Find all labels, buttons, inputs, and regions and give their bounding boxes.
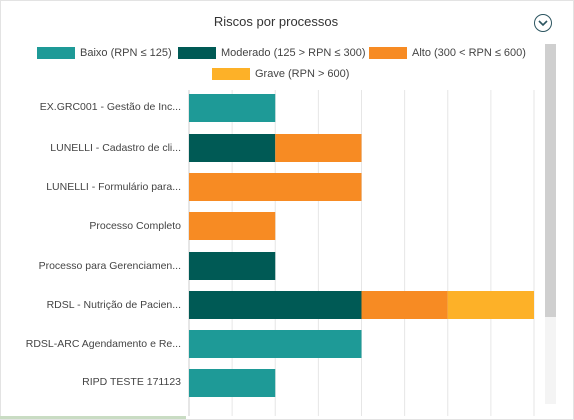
category-label: Processo para Gerenciamen... <box>38 260 181 272</box>
bar-segment[interactable] <box>189 212 276 240</box>
bar-segment[interactable] <box>275 134 362 162</box>
legend-swatch <box>37 47 75 59</box>
category-label: RDSL - Nutrição de Pacien... <box>46 299 181 311</box>
legend-label: Baixo (RPN ≤ 125) <box>80 47 172 59</box>
legend-item-baixo[interactable]: Baixo (RPN ≤ 125) <box>37 47 172 59</box>
category-label: Processo Completo <box>89 220 181 232</box>
bar-segment[interactable] <box>189 252 276 280</box>
bar-segment[interactable] <box>189 134 276 162</box>
chart-title: Riscos por processos <box>213 14 339 29</box>
legend-label: Alto (300 < RPN ≤ 600) <box>412 47 526 59</box>
bar-segment[interactable] <box>447 291 534 319</box>
legend-swatch <box>369 47 407 59</box>
legend-swatch <box>212 68 250 80</box>
legend-item-alto[interactable]: Alto (300 < RPN ≤ 600) <box>369 47 526 59</box>
bar-segment[interactable] <box>189 94 276 122</box>
bar-segment[interactable] <box>189 369 276 397</box>
category-label: LUNELLI - Formulário para... <box>46 181 181 193</box>
category-label: LUNELLI - Cadastro de cli... <box>50 142 181 154</box>
chevron-down-icon <box>538 19 548 26</box>
bar-segment[interactable] <box>189 330 362 358</box>
bar-segment[interactable] <box>189 173 362 201</box>
category-label: RIPD TESTE 171123 <box>82 376 181 388</box>
legend-swatch <box>178 47 216 59</box>
collapse-button[interactable] <box>534 14 552 32</box>
legend-label: Grave (RPN > 600) <box>255 68 350 80</box>
bottom-accent <box>0 416 186 419</box>
legend-item-moderado[interactable]: Moderado (125 > RPN ≤ 300) <box>178 47 366 59</box>
category-label: RDSL-ARC Agendamento e Re... <box>25 338 181 350</box>
legend-label: Moderado (125 > RPN ≤ 300) <box>221 47 366 59</box>
bar-segment[interactable] <box>361 291 448 319</box>
scrollbar-thumb[interactable] <box>545 44 556 317</box>
legend-item-grave[interactable]: Grave (RPN > 600) <box>212 68 349 80</box>
bar-segment[interactable] <box>189 291 362 319</box>
category-label: EX.GRC001 - Gestão de Inc... <box>39 101 181 113</box>
